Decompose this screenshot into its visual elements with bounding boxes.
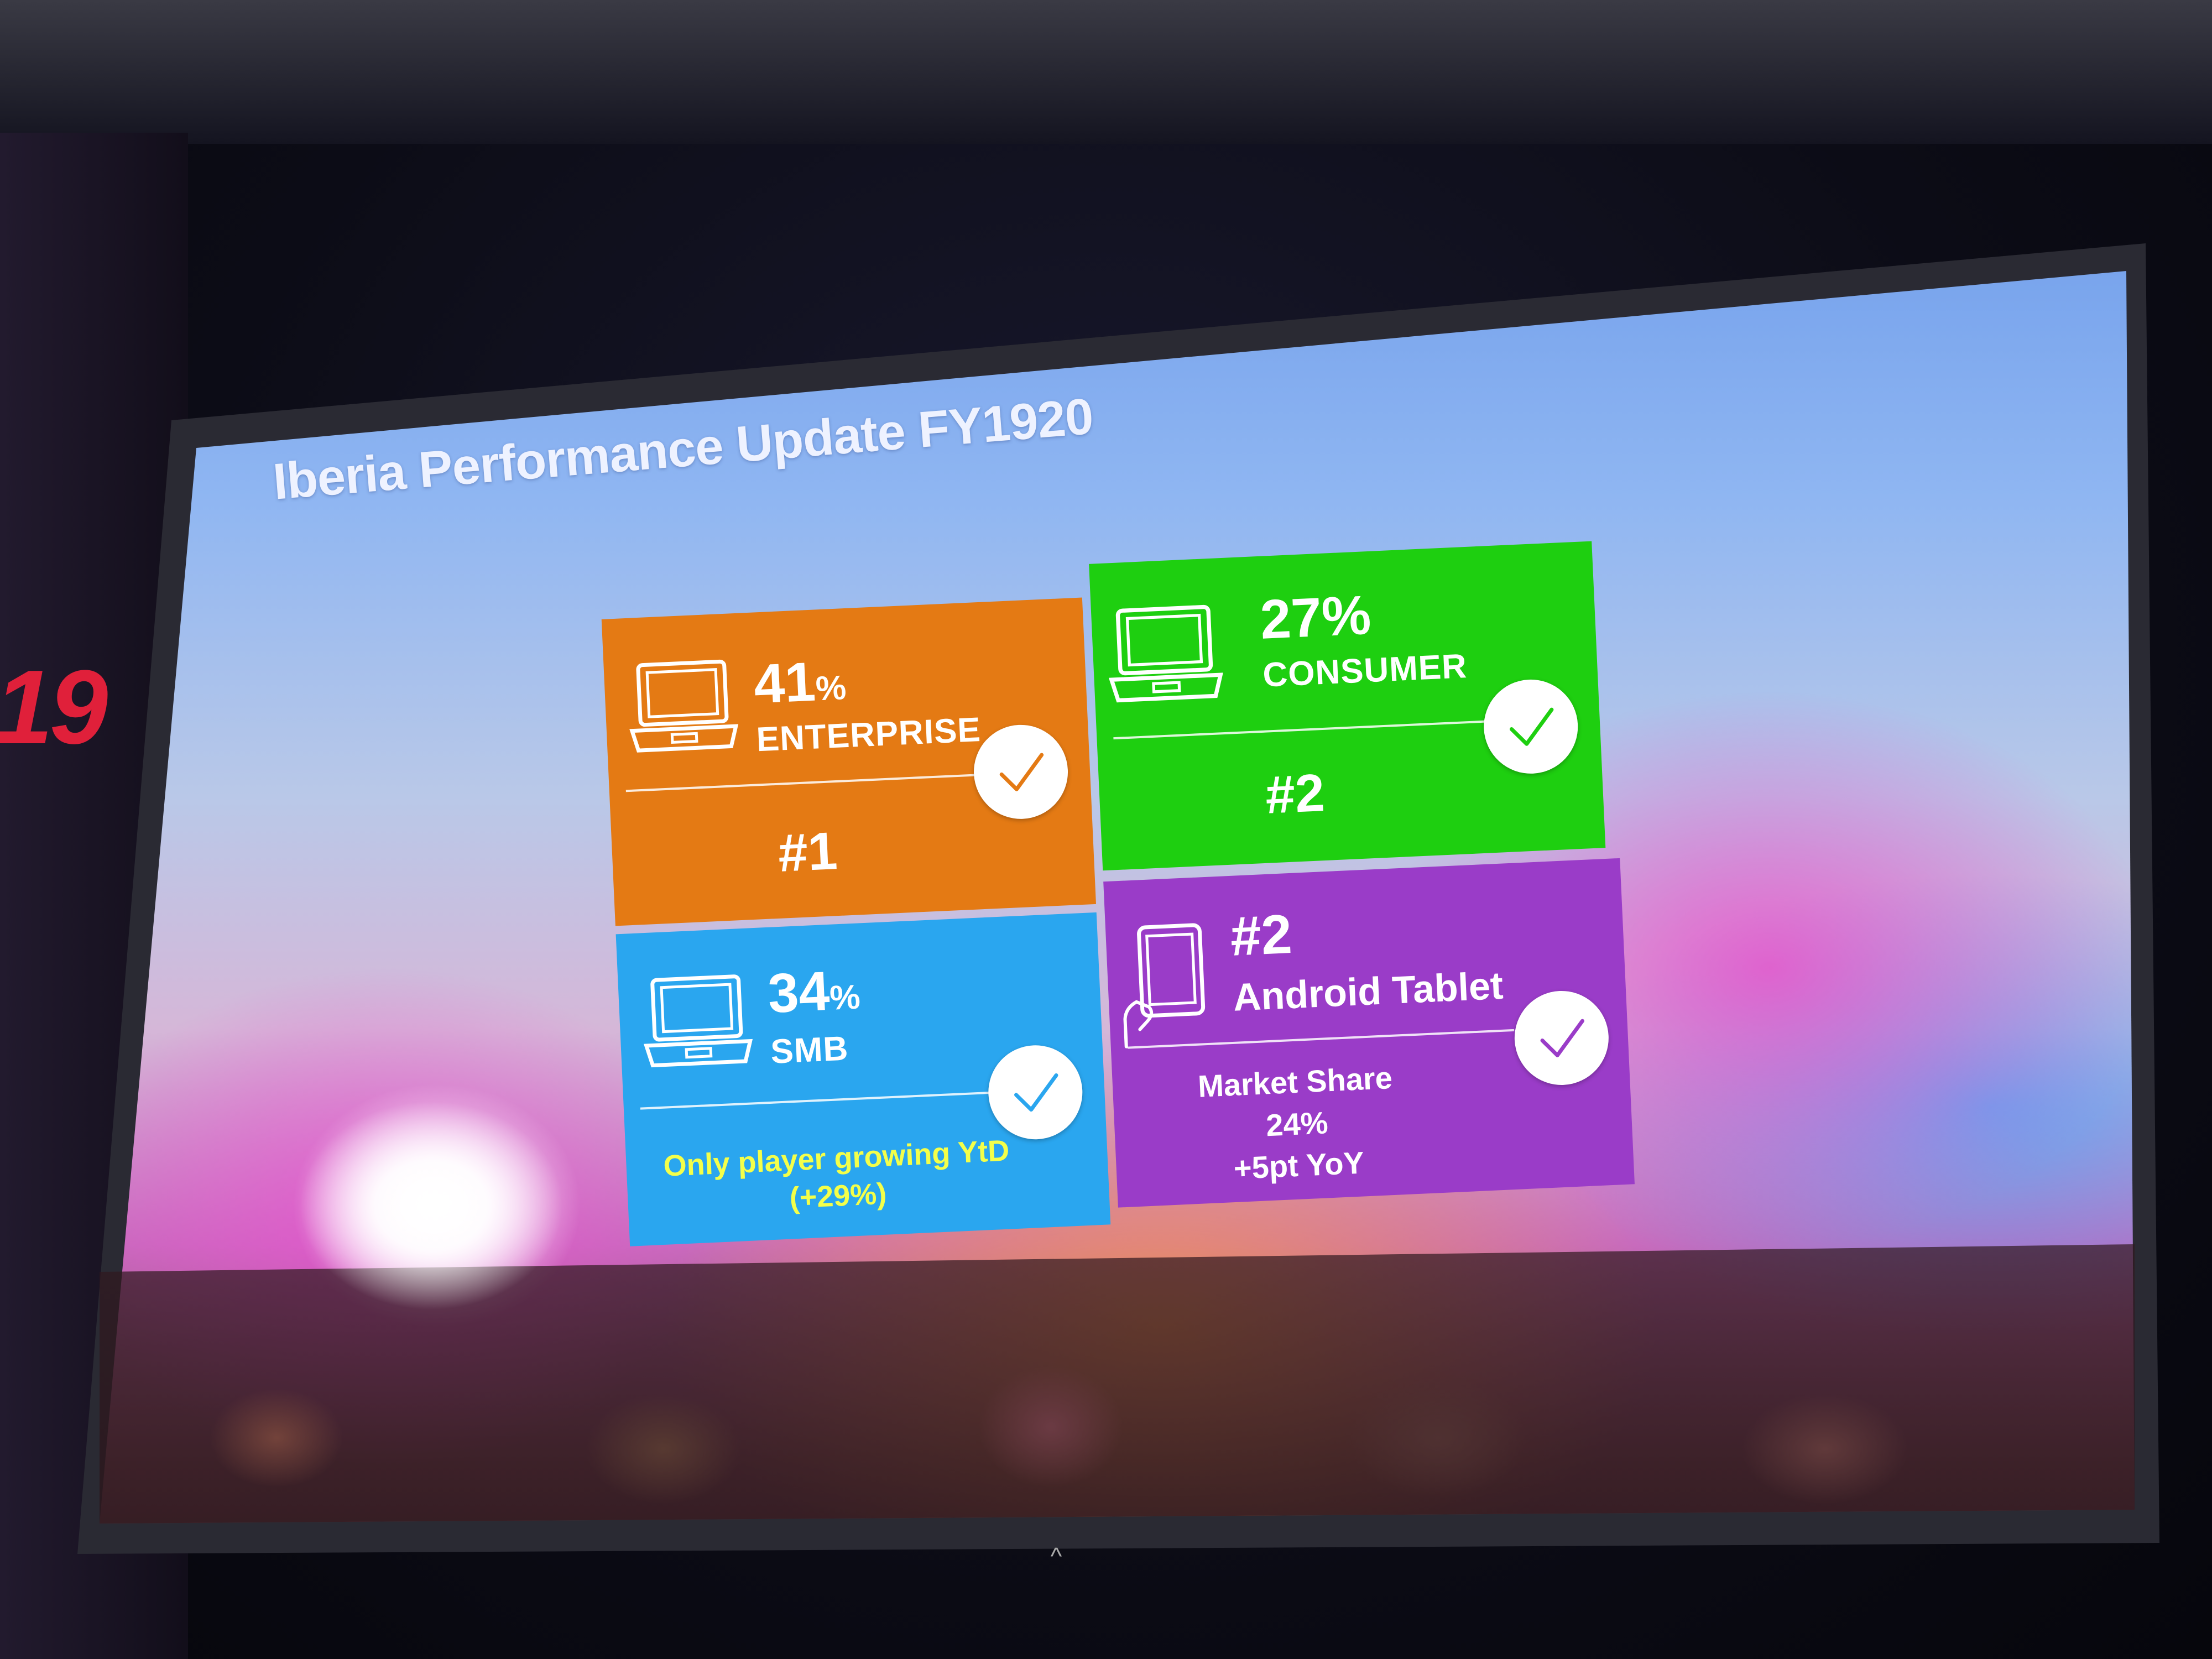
camera-glare: [299, 1100, 564, 1311]
divider: [640, 1091, 994, 1110]
enterprise-share: 41%: [753, 651, 847, 716]
back-wall: [0, 0, 2212, 144]
tile-consumer: 27% CONSUMER #2: [1089, 541, 1606, 871]
tablet-market-share-note: Market Share 24% +5pt YoY: [1178, 1056, 1416, 1192]
smb-share-unit: %: [828, 978, 862, 1018]
smb-label: SMB: [769, 1029, 849, 1071]
tile-smb: 34% SMB Only player growing YtD (+29%): [615, 912, 1111, 1246]
laptop-icon: [1108, 604, 1223, 703]
tile-android-tablet: #2 Android Tablet Market Share 24% +5pt …: [1103, 858, 1635, 1208]
kpi-grid: 41% ENTERPRISE #1 27% CONSUMER #2: [600, 540, 1635, 1246]
smb-growth-note: Only player growing YtD (+29%): [637, 1131, 1037, 1224]
consumer-rank: #2: [1264, 763, 1326, 825]
consumer-label: CONSUMER: [1261, 647, 1468, 695]
check-icon: [986, 1043, 1085, 1141]
tile-enterprise: 41% ENTERPRISE #1: [601, 597, 1097, 926]
laptop-icon: [629, 659, 739, 753]
enterprise-label: ENTERPRISE: [755, 711, 982, 759]
tablet-rank: #2: [1229, 902, 1293, 968]
enterprise-rank: #1: [776, 821, 839, 883]
smb-share: 34%: [766, 960, 862, 1025]
event-logo-fragment: 19: [0, 649, 108, 766]
laptop-icon: [644, 974, 753, 1068]
divider: [1113, 719, 1500, 740]
enterprise-share-unit: %: [815, 669, 847, 708]
tablet-in-hand-icon: [1123, 923, 1206, 1048]
enterprise-share-value: 41: [752, 650, 817, 716]
monitor-stand-indicator: ^: [1050, 1543, 1062, 1570]
check-icon: [1481, 677, 1580, 776]
check-icon: [972, 723, 1070, 821]
smb-share-value: 34: [766, 959, 831, 1025]
tablet-label: Android Tablet: [1232, 963, 1504, 1019]
check-icon: [1512, 989, 1611, 1087]
divider: [625, 774, 980, 792]
consumer-share: 27%: [1259, 583, 1373, 651]
